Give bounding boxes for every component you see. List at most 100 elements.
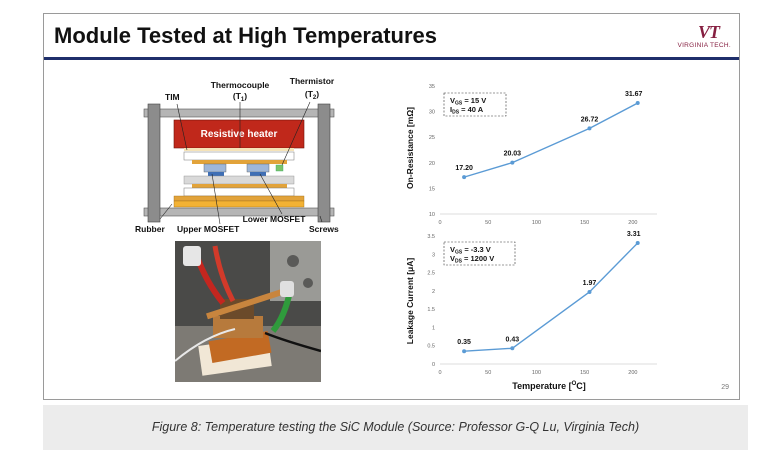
on-resistance-xtick-label: 150 xyxy=(580,220,589,226)
photo-black-wire xyxy=(264,331,321,353)
on-resistance-data-label: 17.20 xyxy=(455,165,473,172)
t1-label: (T1) xyxy=(233,91,247,103)
on-resistance-ytick-label: 15 xyxy=(429,186,435,192)
module-cross-section-diagram: Resistive heater TIM Thermoco xyxy=(135,76,339,234)
leakage-annotation-line2: VDS = 1200 V xyxy=(450,254,494,265)
leakage-data-point xyxy=(510,346,515,351)
photo-knob-2 xyxy=(303,278,313,288)
photo-red-lead-2 xyxy=(212,245,236,303)
lower-substrate xyxy=(183,187,295,197)
lower-mosfet-label: Lower MOSFET xyxy=(243,214,307,224)
lower-copper-top xyxy=(192,184,287,188)
vt-logo-mark: VT xyxy=(697,22,720,42)
leakage-data-label: 1.97 xyxy=(583,280,597,287)
leakage-ylabel: Leakage Current [μA] xyxy=(405,258,415,345)
resistive-heater xyxy=(173,119,305,149)
leakage-xtick-label: 0 xyxy=(438,370,441,376)
leakage-ytick-label: 3 xyxy=(432,252,435,258)
leakage-current-chart: Leakage Current [μA] Temperature [OC] VG… xyxy=(405,231,657,391)
on-resistance-annotation-line1: VGS = 15 V xyxy=(450,96,486,107)
photo-connector-white xyxy=(183,246,201,266)
right-post xyxy=(317,103,331,223)
on-resistance-chart: On-Resistance [mΩ] VGS = 15 V IDS = 40 A… xyxy=(405,84,657,226)
leakage-xtick-label: 50 xyxy=(485,370,491,376)
tim-label: TIM xyxy=(165,92,180,102)
baseplate-copper xyxy=(173,195,305,202)
leakage-data-point xyxy=(635,240,640,245)
on-resistance-annotation-line2: IDS = 40 A xyxy=(450,105,484,116)
on-resistance-data-point xyxy=(587,126,592,131)
presentation-slide: Module Tested at High Temperatures VT VI… xyxy=(43,13,740,400)
on-resistance-ytick-label: 25 xyxy=(429,135,435,141)
test-setup-photo xyxy=(175,241,321,382)
vt-logo-text: VIRGINIA TECH. xyxy=(677,42,731,49)
leakage-xlabel: Temperature [OC] xyxy=(512,381,586,391)
left-post xyxy=(147,103,161,223)
on-resistance-xtick-label: 200 xyxy=(628,220,637,226)
leakage-series-line xyxy=(464,242,639,352)
on-resistance-ytick-label: 20 xyxy=(429,161,435,167)
leakage-ytick-label: 1 xyxy=(432,325,435,331)
lower-mosfet-die xyxy=(246,163,270,173)
leakage-ytick-label: 1.5 xyxy=(427,307,435,313)
on-resistance-annotation-border xyxy=(443,92,507,117)
photo-knob-1 xyxy=(287,255,299,267)
on-resistance-xtick-label: 100 xyxy=(532,220,541,226)
page-number: 29 xyxy=(721,384,729,391)
thermistor-label: Thermistor xyxy=(290,76,335,86)
t2-label: (T2) xyxy=(305,89,319,101)
leakage-annotation-border xyxy=(443,241,516,266)
on-resistance-ytick-label: 30 xyxy=(429,110,435,116)
figure-caption: Figure 8: Temperature testing the SiC Mo… xyxy=(151,420,640,434)
thermistor-chip xyxy=(275,164,284,172)
leakage-xtick-label: 150 xyxy=(580,370,589,376)
die-pad-lower xyxy=(250,172,266,176)
thermocouple-label: Thermocouple xyxy=(211,80,270,90)
leakage-xtick-label: 200 xyxy=(628,370,637,376)
photo-copper-bar xyxy=(206,288,284,320)
on-resistance-data-label: 26.72 xyxy=(581,116,599,123)
leakage-ytick-label: 0.5 xyxy=(427,344,435,350)
slide-title: Module Tested at High Temperatures xyxy=(54,23,438,48)
upper-copper xyxy=(192,160,287,164)
leakage-ytick-label: 0 xyxy=(432,362,435,368)
screws-label: Screws xyxy=(309,224,339,234)
photo-connector-right xyxy=(280,281,294,297)
temperature-charts: On-Resistance [mΩ] VGS = 15 V IDS = 40 A… xyxy=(405,84,657,391)
photo-kapton-tape xyxy=(208,330,272,364)
on-resistance-ylabel: On-Resistance [mΩ] xyxy=(405,107,415,189)
virginia-tech-logo: VT VIRGINIA TECH. xyxy=(661,22,731,52)
leakage-data-label: 3.31 xyxy=(627,231,641,238)
photo-module xyxy=(213,316,263,338)
leakage-annotation-line1: VGS = -3.3 V xyxy=(450,245,491,256)
on-resistance-data-point xyxy=(462,175,467,180)
leakage-ytick-label: 2 xyxy=(432,289,435,295)
upper-substrate xyxy=(183,151,295,161)
upper-mosfet-label: Upper MOSFET xyxy=(177,224,240,234)
on-resistance-data-label: 20.03 xyxy=(504,151,522,158)
middle-layer xyxy=(183,175,295,185)
leakage-data-label: 0.35 xyxy=(457,339,471,346)
on-resistance-ytick-label: 35 xyxy=(429,84,435,90)
figure-caption-box: Figure 8: Temperature testing the SiC Mo… xyxy=(43,405,748,450)
tim-layer xyxy=(184,148,294,151)
leakage-data-point xyxy=(462,349,467,354)
bottom-clamp-plate xyxy=(143,207,335,217)
leakage-xtick-label: 100 xyxy=(532,370,541,376)
die-pad-upper xyxy=(208,172,224,176)
upper-mosfet-die xyxy=(203,163,227,173)
photo-white-wire xyxy=(175,328,236,362)
leakage-data-point xyxy=(587,289,592,294)
heater-label: Resistive heater xyxy=(201,129,278,140)
rubber-label: Rubber xyxy=(135,224,165,234)
on-resistance-ytick-label: 10 xyxy=(429,212,435,218)
on-resistance-data-label: 31.67 xyxy=(625,91,643,98)
on-resistance-xtick-label: 50 xyxy=(485,220,491,226)
leakage-annotation-box: VGS = -3.3 V VDS = 1200 V xyxy=(443,241,516,266)
on-resistance-xtick-label: 0 xyxy=(438,220,441,226)
on-resistance-data-point xyxy=(635,101,640,106)
on-resistance-annotation-box: VGS = 15 V IDS = 40 A xyxy=(443,92,507,117)
top-clamp-plate xyxy=(143,108,335,118)
title-divider xyxy=(44,57,739,60)
on-resistance-series-line xyxy=(463,102,639,178)
